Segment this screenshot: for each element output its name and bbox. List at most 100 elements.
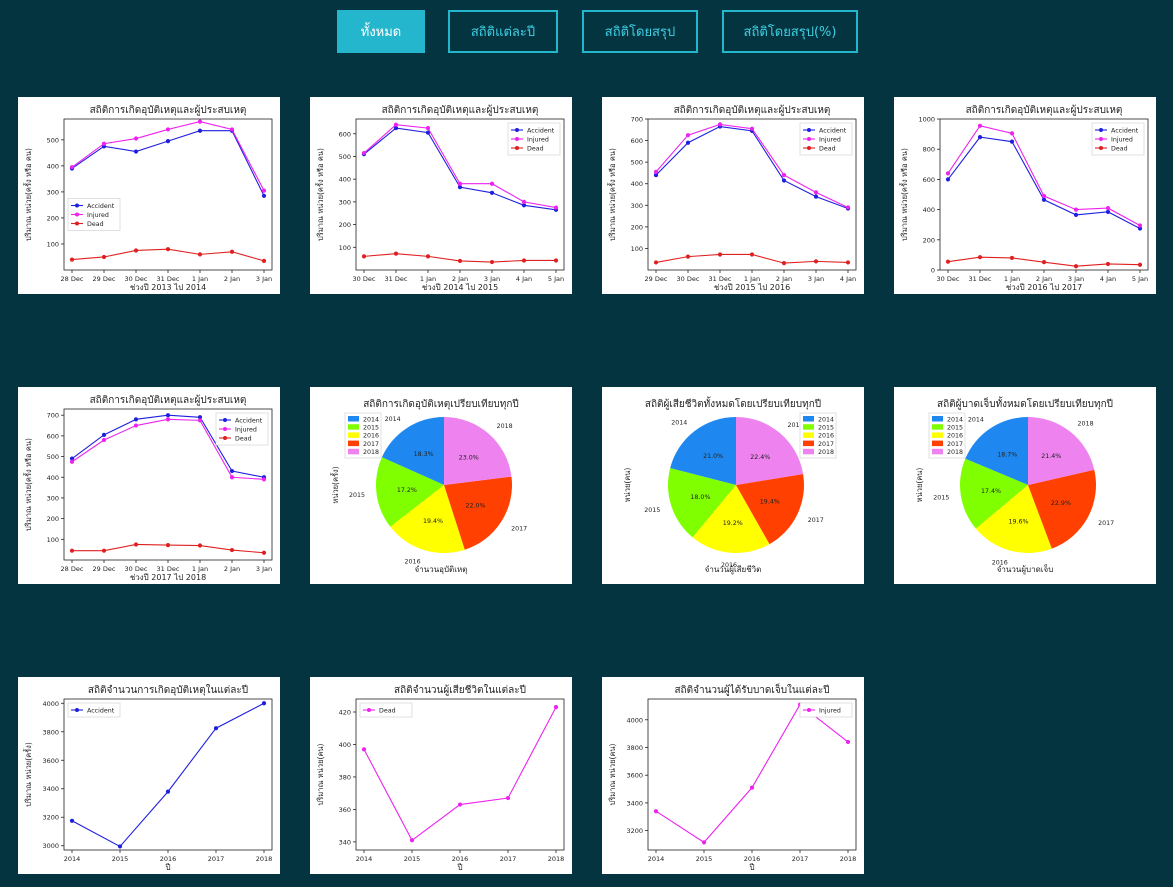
- x-tick-label: 2017: [500, 855, 517, 863]
- legend-swatch: [803, 432, 814, 438]
- y-axis-label: ปริมาณ หน่วย(ครั้ง หรือ คน): [23, 438, 33, 531]
- chart-svg: สถิติผู้บาดเจ็บทั้งหมดโดยเปรียบเทียบทุกป…: [915, 396, 1114, 575]
- y-tick-label: 3400: [626, 799, 643, 807]
- legend-marker: [75, 221, 79, 226]
- data-point-dead: [521, 258, 527, 263]
- data-point-dead: [457, 802, 463, 807]
- tab-summary-percent[interactable]: สถิติโดยสรุป(%): [722, 10, 858, 53]
- x-axis-label: จำนวนผู้เสียชีวิต: [705, 565, 762, 575]
- data-point-injured: [261, 188, 267, 193]
- legend-label: Injured: [235, 426, 257, 433]
- legend-swatch: [803, 448, 814, 455]
- y-tick-label: 3200: [626, 827, 643, 835]
- y-axis-label: ปริมาณ หน่วย(ครั้ง หรือ คน): [315, 148, 325, 241]
- y-tick-label: 3800: [626, 744, 643, 752]
- data-point-accident: [1137, 226, 1143, 231]
- tab-all[interactable]: ทั้งหมด: [337, 10, 425, 53]
- legend-box: [359, 702, 413, 718]
- tab-summary-stats[interactable]: สถิติโดยสรุป: [582, 10, 698, 53]
- pie-slice-label: 2017: [511, 525, 527, 532]
- data-point-dead: [133, 542, 139, 547]
- pie-slice-label: 2016: [405, 559, 421, 566]
- x-tick-label: 1 Jan: [1004, 275, 1020, 283]
- pie-slice-value: 19.4%: [760, 499, 780, 506]
- legend-label: Accident: [819, 127, 847, 134]
- pie-slice-2018: [444, 417, 512, 485]
- legend-marker: [75, 708, 79, 712]
- legend-label: 2017: [947, 441, 963, 448]
- y-tick-label: 100: [339, 244, 351, 252]
- data-point-dead: [1073, 264, 1079, 269]
- tab-yearly-stats[interactable]: สถิติแต่ละปี: [448, 10, 558, 53]
- data-point-accident: [945, 177, 951, 182]
- data-point-injured: [165, 127, 171, 132]
- pie-slice-2016: [390, 485, 465, 553]
- y-tick-label: 400: [47, 162, 59, 170]
- x-tick-label: 30 Dec: [677, 275, 700, 283]
- x-axis-label: ช่วงปี 2016 ไป 2017: [1006, 283, 1082, 292]
- series-line-injured: [655, 703, 849, 844]
- chart-svg: สถิติการเกิดอุบัติเหตุและผู้ประสบเหตุ 0 20…: [899, 104, 1149, 292]
- x-tick-label: 31 Dec: [385, 275, 408, 283]
- data-point-accident: [165, 413, 171, 418]
- chart-svg: สถิติจำนวนผู้เสียชีวิตในแต่ละปี 340 360 380…: [316, 684, 565, 872]
- chart-title: สถิติการเกิดอุบัติเหตุและผู้ประสบเหตุ: [90, 394, 247, 406]
- pie-slice-2015: [960, 458, 1028, 529]
- data-point-injured: [781, 172, 787, 178]
- data-point-injured: [813, 190, 819, 195]
- pie-slice-label: 2015: [644, 507, 660, 514]
- chart-title: สถิติผู้บาดเจ็บทั้งหมดโดยเปรียบเทียบทุกป…: [937, 396, 1113, 410]
- data-point-injured: [101, 141, 107, 146]
- pie-slice-2018: [1028, 417, 1095, 485]
- data-point-accident: [69, 456, 75, 461]
- chart-title: สถิติการเกิดอุบัติเหตุเปรียบเทียบทุกปี: [363, 398, 519, 410]
- x-axis-label: ช่วงปี 2015 ไป 2016: [714, 283, 790, 292]
- data-point-dead: [1105, 261, 1111, 267]
- x-tick-label: 31 Dec: [157, 275, 180, 283]
- y-tick-label: 1000: [918, 116, 935, 124]
- x-tick-label: 2016: [744, 855, 761, 863]
- pie-slice-2015: [668, 468, 736, 538]
- x-tick-label: 5 Jan: [1132, 275, 1148, 283]
- data-point-accident: [69, 818, 75, 823]
- y-tick-label: 360: [339, 806, 351, 814]
- y-tick-label: 100: [47, 240, 59, 248]
- legend-label: Accident: [87, 203, 115, 210]
- data-point-accident: [1041, 197, 1047, 202]
- x-tick-label: 2015: [404, 855, 421, 863]
- x-tick-label: 2 Jan: [1036, 275, 1052, 283]
- data-point-dead: [69, 257, 75, 262]
- data-point-injured: [425, 125, 431, 131]
- x-tick-label: 29 Dec: [93, 275, 116, 283]
- data-point-injured: [165, 417, 171, 422]
- data-point-injured: [133, 423, 139, 428]
- data-point-dead: [101, 254, 107, 260]
- pie-slice-2018: [736, 417, 804, 485]
- data-point-injured: [653, 169, 659, 174]
- legend-swatch: [348, 432, 359, 438]
- legend-label: 2017: [363, 441, 379, 448]
- chart-card-2016-2017: สถิติการเกิดอุบัติเหตุและผู้ประสบเหตุ 0 20…: [894, 97, 1156, 294]
- x-tick-label: 3 Jan: [808, 275, 824, 283]
- y-tick-label: 420: [339, 708, 351, 716]
- chart-svg: สถิติการเกิดอุบัติเหตุและผู้ประสบเหตุ 100…: [315, 104, 565, 292]
- legend-marker: [1099, 146, 1103, 150]
- legend-swatch: [348, 424, 359, 430]
- data-point-injured: [749, 126, 755, 131]
- legend-swatch: [803, 440, 814, 447]
- legend-label: 2017: [818, 441, 834, 448]
- x-tick-label: 2018: [256, 855, 273, 863]
- data-point-injured: [261, 477, 267, 482]
- data-point-injured: [101, 437, 107, 443]
- y-tick-label: 340: [339, 838, 351, 846]
- pie-slice-label: 2016: [721, 562, 737, 569]
- chart-svg: สถิติการเกิดอุบัติเหตุเปรียบเทียบทุกปี 18…: [330, 398, 527, 574]
- pie-slice-value: 23.0%: [459, 454, 479, 461]
- data-point-accident: [653, 172, 659, 178]
- x-axis-label: ปี: [457, 863, 463, 872]
- data-point-dead: [261, 550, 267, 555]
- chart-title: สถิติการเกิดอุบัติเหตุและผู้ประสบเหตุ: [674, 104, 831, 116]
- x-tick-label: 31 Dec: [157, 565, 180, 573]
- data-point-accident: [393, 125, 399, 131]
- pie-slice-value: 17.4%: [981, 488, 1001, 495]
